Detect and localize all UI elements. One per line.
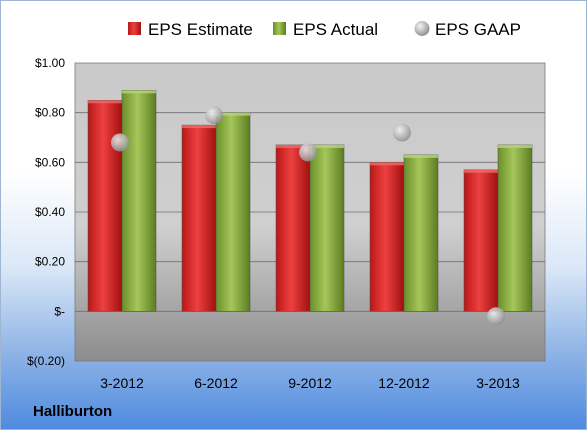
x-tick-label: 9-2012 bbox=[288, 375, 332, 391]
company-name: Halliburton bbox=[33, 403, 113, 420]
legend-label: EPS GAAP bbox=[435, 20, 521, 39]
y-tick-label: $0.20 bbox=[35, 255, 65, 269]
legend-item-eps-estimate: EPS Estimate bbox=[128, 20, 253, 39]
y-tick-label: $0.40 bbox=[35, 205, 65, 219]
bar-eps-actual bbox=[497, 144, 533, 312]
gaap-point bbox=[393, 123, 411, 142]
legend-swatch bbox=[128, 22, 141, 35]
bar-eps-actual bbox=[309, 144, 345, 312]
bar-eps-estimate bbox=[87, 100, 123, 312]
gaap-point bbox=[111, 133, 129, 152]
bar-eps-estimate bbox=[181, 124, 217, 312]
legend-label: EPS Actual bbox=[293, 20, 378, 39]
x-tick-label: 6-2012 bbox=[194, 375, 238, 391]
gaap-point bbox=[487, 307, 505, 326]
bar-eps-estimate bbox=[369, 162, 405, 312]
bar-eps-actual bbox=[121, 90, 157, 312]
bar-eps-actual bbox=[403, 154, 439, 312]
legend-swatch bbox=[273, 22, 286, 35]
gaap-point bbox=[205, 106, 223, 125]
gaap-point bbox=[299, 143, 317, 162]
y-tick-label: $(0.20) bbox=[27, 354, 65, 368]
y-tick-label: $1.00 bbox=[35, 56, 65, 70]
legend-item-eps-actual: EPS Actual bbox=[273, 20, 378, 39]
legend: EPS Estimate EPS Actual EPS GAAP bbox=[128, 20, 521, 39]
x-tick-label: 3-2012 bbox=[100, 375, 144, 391]
x-axis-ticks: 3-2012 6-2012 9-2012 12-2012 3-2013 bbox=[100, 375, 520, 391]
bar-eps-estimate bbox=[463, 169, 499, 312]
gaap-points bbox=[111, 106, 505, 326]
y-tick-label: $0.60 bbox=[35, 155, 65, 169]
x-tick-label: 3-2013 bbox=[476, 375, 520, 391]
bars bbox=[87, 90, 533, 312]
y-tick-label: $0.80 bbox=[35, 106, 65, 120]
y-axis-ticks: $1.00 $0.80 $0.60 $0.40 $0.20 $- $(0.20) bbox=[27, 56, 65, 368]
bar-eps-estimate bbox=[275, 144, 311, 312]
bar-eps-actual bbox=[215, 112, 251, 312]
legend-item-eps-gaap: EPS GAAP bbox=[414, 20, 521, 39]
legend-label: EPS Estimate bbox=[148, 20, 253, 39]
y-tick-label: $- bbox=[54, 304, 65, 318]
x-tick-label: 12-2012 bbox=[378, 375, 430, 391]
legend-swatch bbox=[414, 21, 430, 36]
